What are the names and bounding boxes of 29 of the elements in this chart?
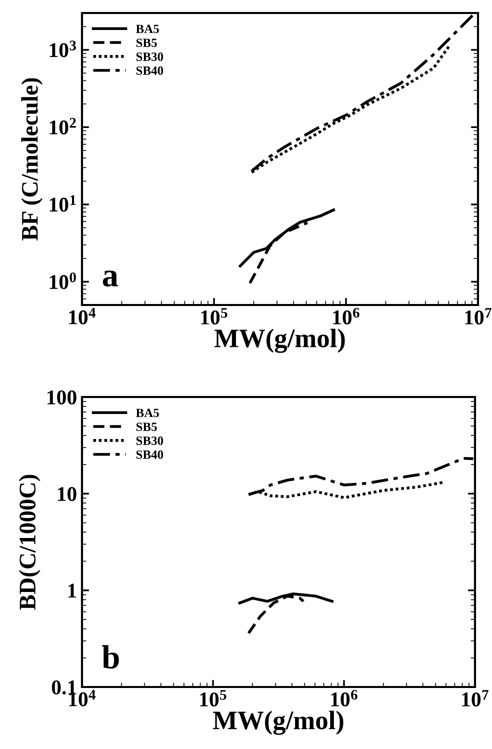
x-axis-title: MW(g/mol) [213, 710, 344, 735]
y-axis-title: BD(C/1000C) [18, 474, 40, 610]
x-tick-label: 10$^{7}$ [465, 308, 492, 325]
x-tick-label: 10$^{6}$ [333, 308, 360, 324]
legend-label: BA5 [136, 408, 159, 418]
x-axis-title: MW(g/mol) [214, 328, 345, 353]
annotation: b [102, 645, 119, 669]
legend-label: SB5 [136, 38, 157, 48]
legend-label: SB30 [136, 52, 164, 61]
x-tick-label: 10$^{5}$ [201, 308, 228, 325]
legend-label: BA5 [136, 24, 159, 34]
x-tick-label: 10$^{4}$ [69, 308, 96, 324]
y-tick-label: 0.1 [52, 680, 76, 695]
x-tick-label: 10$^{6}$ [331, 690, 358, 706]
y-axis-title: BF (C/molecule) [21, 78, 43, 240]
y-tick-label: 10$^{2}$ [50, 118, 76, 134]
legend-label: SB30 [136, 436, 164, 445]
x-tick-label: 10$^{5}$ [200, 690, 226, 707]
y-tick-label: 10 [58, 487, 76, 502]
legend-label: SB40 [136, 66, 164, 75]
y-tick-label: 10$^{3}$ [50, 40, 76, 58]
legend-label: SB5 [136, 422, 157, 432]
y-tick-label: 1 [68, 584, 76, 598]
y-tick-label: 10$^{1}$ [50, 195, 76, 212]
y-tick-label: 10$^{0}$ [50, 272, 76, 290]
y-tick-label: 100 [48, 390, 76, 404]
annotation: a [102, 270, 118, 287]
legend-label: SB40 [136, 450, 164, 459]
x-tick-label: 10$^{7}$ [462, 690, 488, 707]
